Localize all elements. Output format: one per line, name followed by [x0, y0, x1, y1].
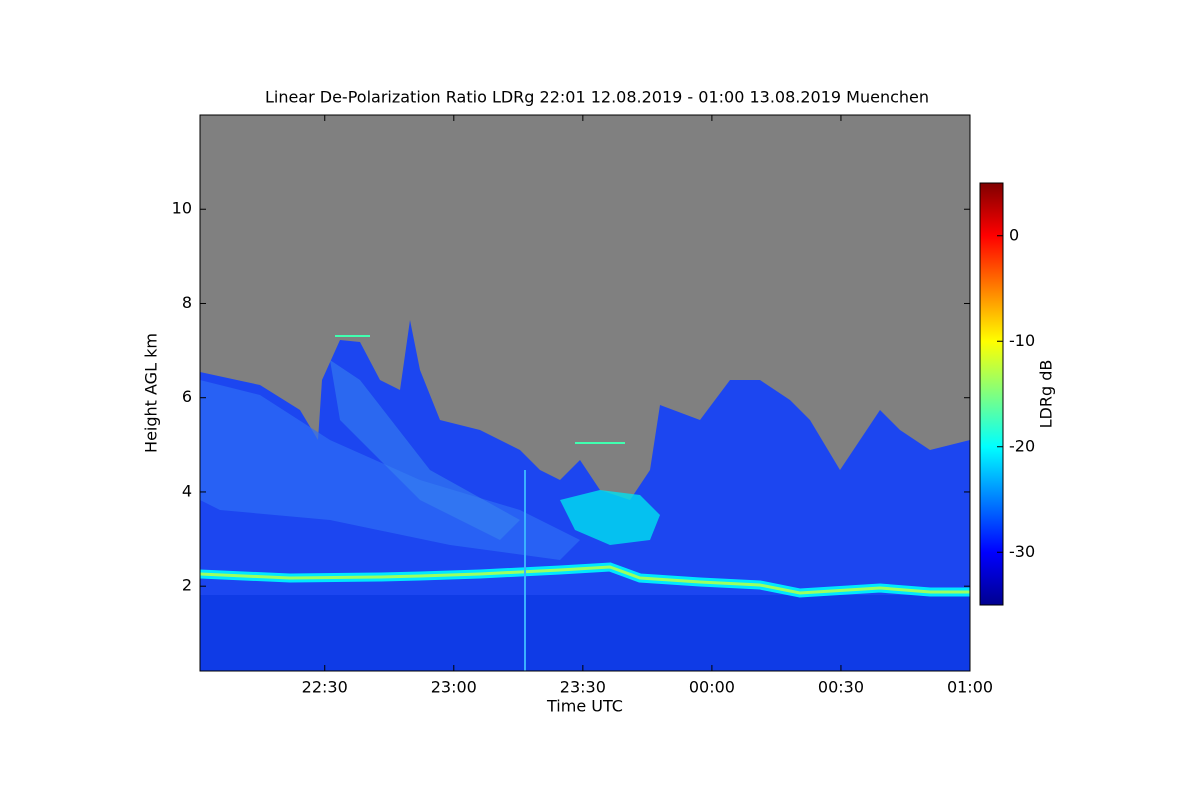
- heatmap-image: [200, 115, 970, 671]
- colorbar-label: LDRg dB: [1037, 360, 1056, 429]
- y-axis-label: Height AGL km: [142, 333, 161, 453]
- colorbar-tick-label: -10: [1009, 331, 1035, 350]
- x-tick-label: 00:30: [818, 678, 864, 697]
- x-tick-label: 23:30: [560, 678, 606, 697]
- plot-frame: [199, 114, 971, 672]
- x-tick-label: 23:00: [431, 678, 477, 697]
- colorbar-tick-label: -30: [1009, 542, 1035, 561]
- y-tick-label: 10: [172, 199, 192, 218]
- y-tick-label: 2: [182, 576, 192, 595]
- colorbar-tick-label: -20: [1009, 436, 1035, 455]
- x-tick-label: 01:00: [947, 678, 993, 697]
- y-tick-label: 4: [182, 481, 192, 500]
- colorbar: [979, 182, 1004, 606]
- y-tick-label: 8: [182, 293, 192, 312]
- colorbar-tick-label: 0: [1009, 225, 1019, 244]
- x-tick-label: 22:30: [302, 678, 348, 697]
- x-axis-label: Time UTC: [546, 697, 623, 716]
- y-tick-label: 6: [182, 387, 192, 406]
- x-tick-label: 00:00: [689, 678, 735, 697]
- chart-title: Linear De-Polarization Ratio LDRg 22:01 …: [265, 88, 929, 107]
